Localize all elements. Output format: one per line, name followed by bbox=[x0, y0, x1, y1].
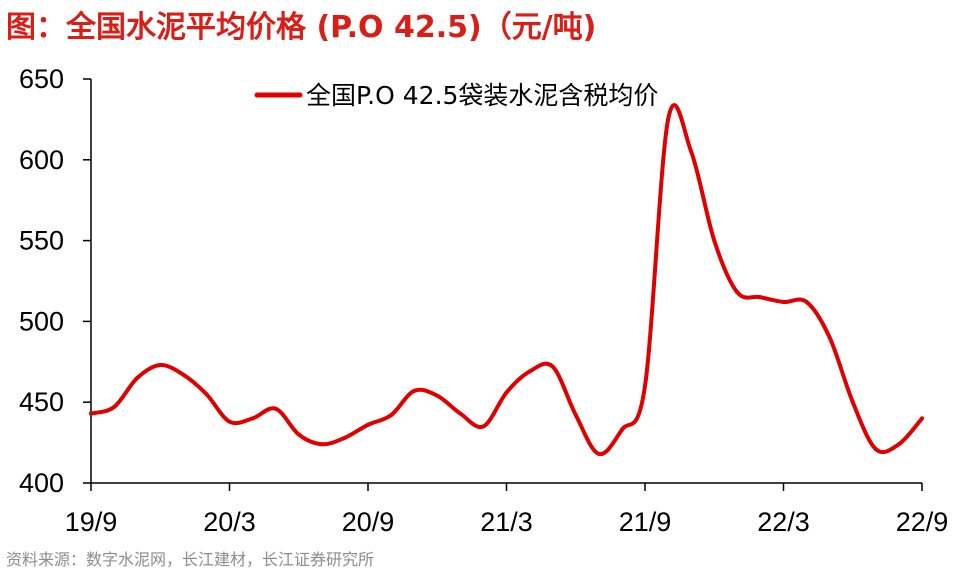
data-point bbox=[850, 400, 855, 405]
data-point bbox=[896, 442, 901, 447]
y-tick-label: 650 bbox=[19, 64, 64, 94]
x-tick-label: 21/3 bbox=[480, 507, 533, 537]
data-point bbox=[412, 388, 417, 393]
data-point bbox=[758, 295, 763, 300]
data-point bbox=[920, 416, 924, 421]
x-tick-label: 22/9 bbox=[896, 507, 949, 537]
data-point bbox=[366, 422, 370, 427]
data-point bbox=[158, 363, 163, 367]
data-point bbox=[89, 411, 93, 416]
series-layer bbox=[89, 103, 924, 457]
legend-label: 全国P.O 42.5袋装水泥含税均价 bbox=[306, 81, 658, 110]
y-tick-label: 450 bbox=[19, 387, 64, 417]
data-point bbox=[342, 435, 347, 440]
y-tick-label: 400 bbox=[19, 468, 64, 498]
data-point bbox=[389, 413, 394, 418]
data-point bbox=[504, 390, 509, 395]
data-point bbox=[781, 300, 786, 304]
data-point bbox=[643, 384, 647, 388]
chart-title: 图：全国水泥平均价格 (P.O 42.5)（元/吨) bbox=[6, 10, 597, 45]
data-point bbox=[573, 413, 578, 418]
data-point bbox=[873, 447, 878, 452]
data-point bbox=[689, 149, 694, 154]
source-note: 资料来源：数字水泥网，长江建材，长江证券研究所 bbox=[6, 550, 375, 569]
data-point bbox=[804, 300, 809, 304]
series-line-0 bbox=[89, 103, 924, 457]
x-tick-label: 19/9 bbox=[65, 507, 118, 537]
x-axis: 19/9 20/3 20/9 21/3 21/9 22/3 22/9 bbox=[65, 482, 949, 537]
x-tick-label: 21/9 bbox=[619, 507, 672, 537]
y-tick-label: 600 bbox=[19, 145, 64, 175]
data-point bbox=[827, 335, 832, 340]
data-point bbox=[319, 442, 324, 447]
y-axis: 400 450 500 550 600 650 bbox=[19, 64, 92, 498]
data-point bbox=[227, 419, 232, 424]
data-point bbox=[435, 393, 440, 398]
data-point bbox=[296, 432, 301, 437]
data-point bbox=[204, 392, 209, 397]
x-tick-label: 20/9 bbox=[342, 507, 395, 537]
data-point bbox=[135, 376, 140, 380]
y-tick-label: 550 bbox=[19, 226, 64, 256]
data-point bbox=[712, 238, 717, 243]
data-point bbox=[112, 405, 117, 409]
data-point bbox=[181, 372, 186, 377]
data-point bbox=[666, 117, 671, 122]
x-tick-label: 20/3 bbox=[203, 507, 256, 537]
data-point bbox=[250, 416, 255, 421]
data-point bbox=[735, 290, 740, 295]
data-point bbox=[550, 364, 555, 369]
y-tick-label: 500 bbox=[19, 306, 64, 336]
data-point bbox=[481, 424, 486, 429]
data-point bbox=[527, 369, 532, 374]
legend: 全国P.O 42.5袋装水泥含税均价 bbox=[254, 81, 658, 110]
data-point bbox=[619, 427, 624, 432]
data-point bbox=[458, 411, 463, 416]
x-tick-label: 22/3 bbox=[757, 507, 810, 537]
data-point bbox=[273, 406, 278, 411]
data-point bbox=[596, 451, 601, 456]
